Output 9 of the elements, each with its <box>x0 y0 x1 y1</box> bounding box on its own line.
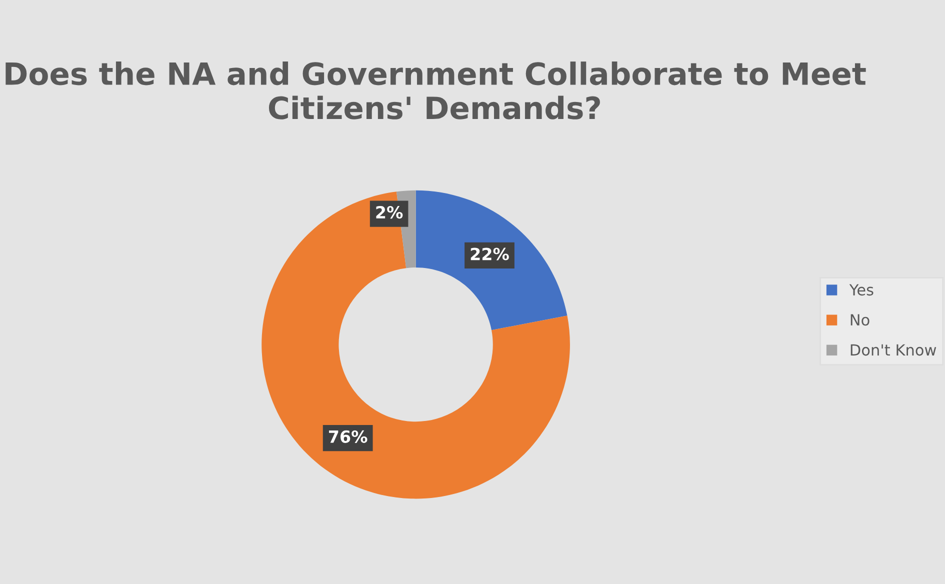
legend-label: Don't Know <box>850 344 936 356</box>
legend-label: No <box>850 314 870 326</box>
donut-slice <box>416 190 568 330</box>
data-label: 22% <box>470 248 509 260</box>
legend-label: Yes <box>849 284 874 296</box>
donut-slice <box>262 192 570 499</box>
chart-title: Does the NA and Government Collaborate to Meet Citizens' Demands? <box>6 62 866 120</box>
data-label: 76% <box>329 430 368 443</box>
data-label: 2% <box>376 206 403 219</box>
